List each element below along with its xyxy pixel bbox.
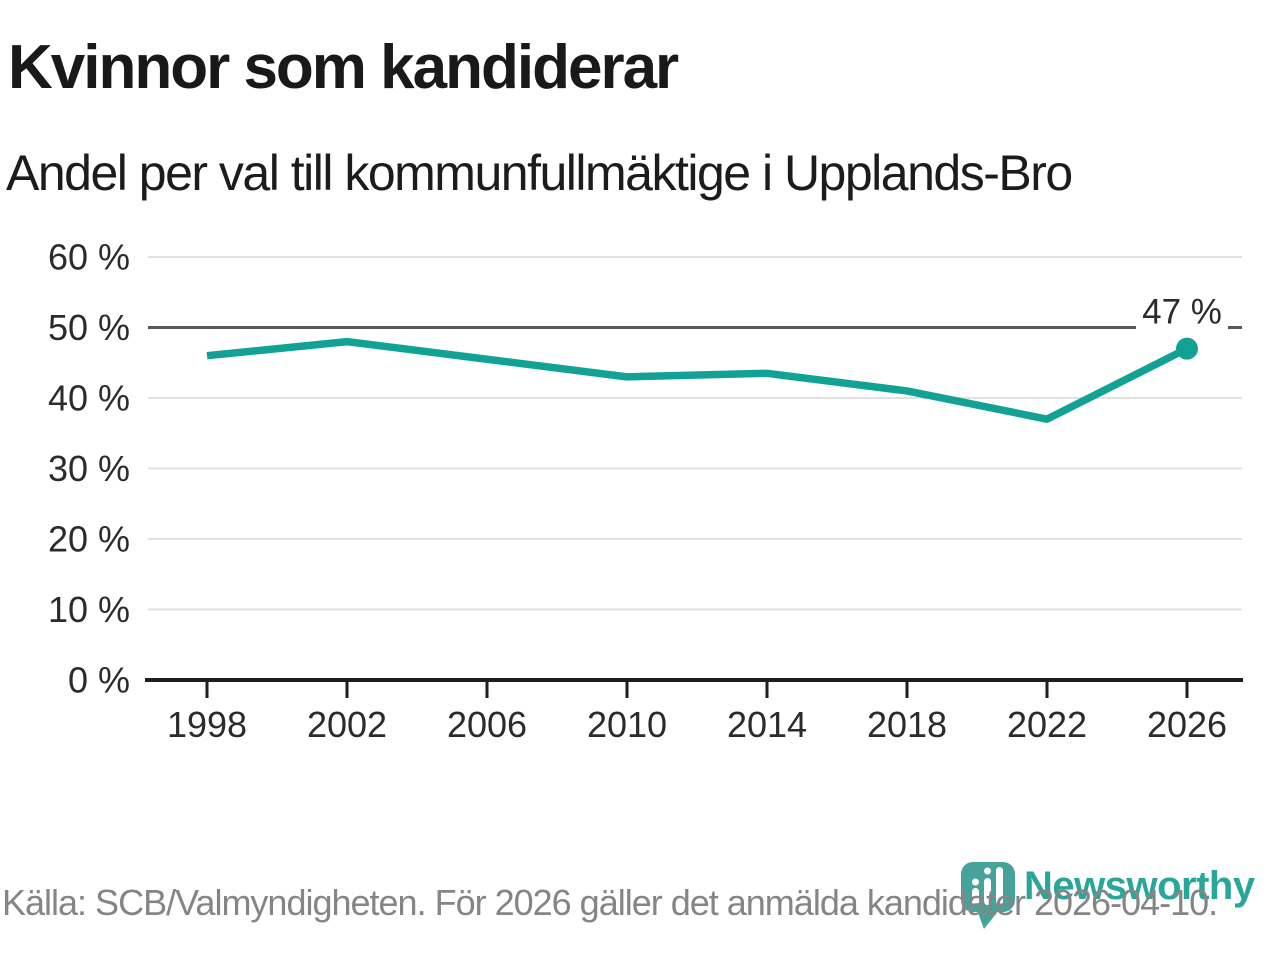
newsworthy-pin-icon <box>961 862 1015 929</box>
y-tick-label: 40 % <box>48 378 130 419</box>
x-tick-label: 2018 <box>867 704 947 745</box>
line-chart: 1998 2002 2006 2010 2014 2018 2022 2026 0 % 10 % 2… <box>48 237 1243 745</box>
y-tick-label: 10 % <box>48 589 130 630</box>
x-tick-label: 2006 <box>447 704 527 745</box>
y-tick-label: 50 % <box>48 307 130 348</box>
value-label: 47 % <box>1142 293 1222 332</box>
x-tick-label: 2014 <box>727 704 807 745</box>
newsworthy-logo: Newsworthy <box>958 860 1255 932</box>
source-note: Källa: SCB/Valmyndigheten. För 2026 gäll… <box>2 882 1218 923</box>
data-line <box>206 337 1189 423</box>
y-tick-label: 30 % <box>48 448 130 489</box>
chart-subtitle: Andel per val till kommunfullmäktige i U… <box>6 145 1073 201</box>
x-tick-label: 2002 <box>307 704 387 745</box>
newsworthy-wordmark: Newsworthy <box>1024 864 1255 908</box>
y-tick-label: 60 % <box>48 237 130 278</box>
data-point-end <box>1176 337 1198 360</box>
value-label-bg <box>1136 296 1228 330</box>
x-tick-label: 2022 <box>1007 704 1087 745</box>
x-tick-label: 2010 <box>587 704 667 745</box>
x-tick-label: 1998 <box>167 704 247 745</box>
y-tick-label: 20 % <box>48 519 130 560</box>
y-tick-label: 0 % <box>68 660 130 701</box>
x-tick-label: 2026 <box>1147 704 1227 745</box>
page-title: Kvinnor som kandiderar <box>8 33 679 102</box>
